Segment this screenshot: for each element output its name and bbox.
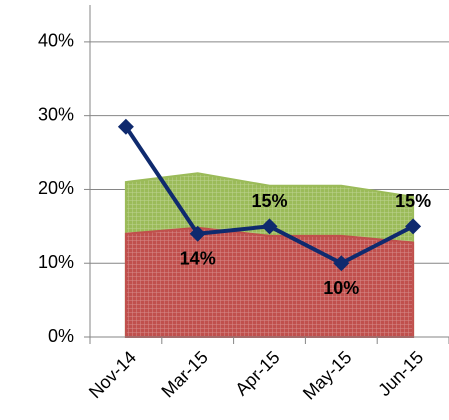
- x-tick-label: Apr-15: [231, 347, 283, 399]
- y-tick-label: 10%: [38, 252, 74, 272]
- x-tick-label: Nov-14: [85, 347, 140, 402]
- marker: [333, 255, 350, 272]
- data-label: 15%: [251, 191, 287, 211]
- marker: [117, 118, 134, 135]
- y-tick-label: 40%: [38, 31, 74, 51]
- x-tick-label: Jun-15: [374, 347, 427, 400]
- y-tick-label: 30%: [38, 104, 74, 124]
- data-label: 14%: [180, 248, 216, 268]
- area: [124, 226, 415, 338]
- y-tick-label: 0%: [48, 326, 74, 346]
- x-tick-label: May-15: [299, 347, 356, 404]
- marker: [189, 225, 206, 242]
- marker: [405, 218, 422, 235]
- x-tick-label: Mar-15: [157, 347, 211, 401]
- y-tick-label: 20%: [38, 178, 74, 198]
- marker: [261, 218, 278, 235]
- data-label: 10%: [323, 278, 359, 298]
- data-label: 15%: [395, 191, 431, 211]
